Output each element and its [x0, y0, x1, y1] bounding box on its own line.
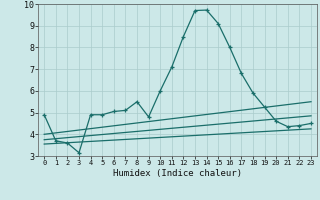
X-axis label: Humidex (Indice chaleur): Humidex (Indice chaleur): [113, 169, 242, 178]
